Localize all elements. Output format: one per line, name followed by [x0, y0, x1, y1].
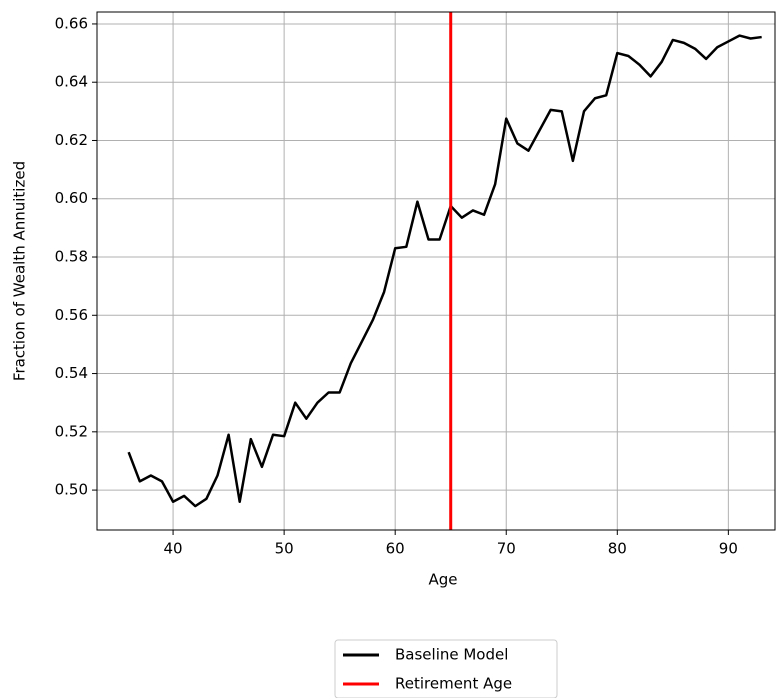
legend-box — [334, 639, 558, 698]
x-tick-label: 90 — [719, 540, 738, 558]
legend-label: Retirement Age — [395, 675, 512, 693]
y-tick-label: 0.58 — [55, 248, 88, 266]
y-tick-label: 0.60 — [55, 189, 88, 207]
data-line — [127, 34, 762, 508]
x-tick-label: 80 — [608, 540, 627, 558]
x-tick-label: 40 — [164, 540, 183, 558]
plot-frame — [96, 11, 776, 531]
y-tick-label: 0.56 — [55, 306, 88, 324]
y-tick-label: 0.66 — [55, 14, 88, 32]
x-tick-label: 50 — [275, 540, 294, 558]
legend-label: Baseline Model — [395, 646, 508, 664]
y-tick-label: 0.50 — [55, 481, 88, 499]
y-axis-label: Fraction of Wealth Annuitized — [11, 161, 29, 381]
y-tick-label: 0.62 — [55, 131, 88, 149]
x-axis-label: Age — [428, 571, 457, 589]
y-tick-label: 0.52 — [55, 422, 88, 440]
y-tick-label: 0.64 — [55, 73, 88, 91]
x-tick-label: 60 — [386, 540, 405, 558]
x-tick-label: 70 — [497, 540, 516, 558]
y-tick-label: 0.54 — [55, 364, 88, 382]
